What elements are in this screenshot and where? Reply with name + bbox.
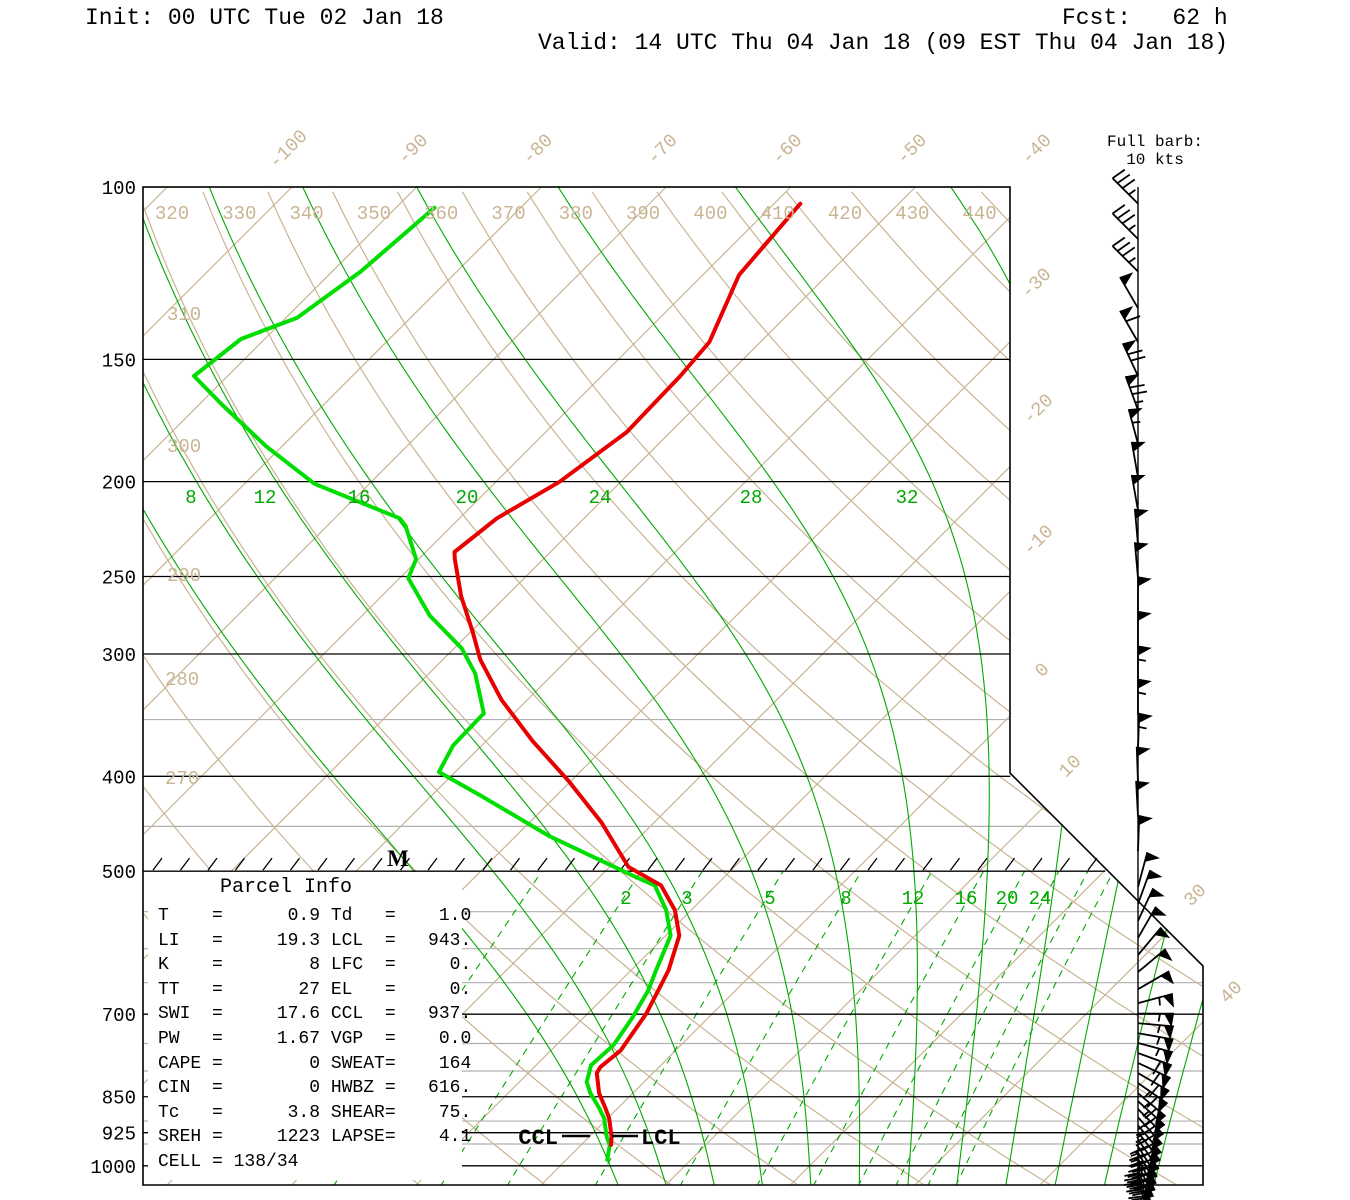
pressure-axis-labels: 100 150 200 250 300 400 500 700 850 925 1000 bbox=[90, 178, 136, 1179]
svg-text:12: 12 bbox=[254, 487, 277, 509]
svg-text:150: 150 bbox=[102, 350, 136, 372]
svg-text:-100: -100 bbox=[265, 126, 313, 174]
svg-text:24: 24 bbox=[1029, 888, 1052, 910]
wind-barb-column bbox=[1111, 168, 1174, 1200]
dewpoint-trace bbox=[192, 205, 673, 1162]
svg-text:-80: -80 bbox=[518, 130, 558, 170]
svg-text:-70: -70 bbox=[643, 130, 683, 170]
svg-text:CCL: CCL bbox=[518, 1126, 558, 1151]
svg-text:380: 380 bbox=[559, 203, 593, 225]
svg-text:1000: 1000 bbox=[90, 1157, 136, 1179]
svg-text:0: 0 bbox=[1031, 659, 1055, 683]
dry-adiabat-labels: 320 330 340 350 360 370 380 390 400 410 420 430 440 3… bbox=[155, 203, 997, 790]
svg-text:8: 8 bbox=[185, 487, 196, 509]
svg-text:3: 3 bbox=[681, 888, 692, 910]
parcel-info-title: Parcel Info bbox=[220, 876, 353, 899]
svg-text:8: 8 bbox=[840, 888, 851, 910]
temperature-trace bbox=[452, 201, 803, 1147]
svg-text:320: 320 bbox=[155, 203, 189, 225]
mixing-ratio-lines bbox=[332, 870, 1114, 1185]
svg-text:20: 20 bbox=[456, 487, 479, 509]
parcel-info-panel: Parcel Info T = 0.9 Td = 1.0 LI = 19.3 L… bbox=[148, 872, 471, 1180]
wind-barb-legend: Full barb: 10 kts bbox=[1106, 133, 1203, 169]
svg-text:M: M bbox=[387, 846, 409, 871]
svg-text:28: 28 bbox=[740, 487, 763, 509]
svg-text:-60: -60 bbox=[767, 130, 807, 170]
svg-text:40: 40 bbox=[1216, 977, 1248, 1009]
svg-text:-10: -10 bbox=[1019, 521, 1059, 561]
svg-text:340: 340 bbox=[289, 203, 323, 225]
svg-text:20: 20 bbox=[996, 888, 1019, 910]
svg-text:350: 350 bbox=[357, 203, 391, 225]
svg-text:700: 700 bbox=[102, 1005, 136, 1027]
svg-text:430: 430 bbox=[895, 203, 929, 225]
freezing-hatch-marks bbox=[152, 857, 1098, 871]
svg-text:310: 310 bbox=[167, 304, 201, 326]
svg-text:100: 100 bbox=[102, 178, 136, 200]
svg-text:5: 5 bbox=[764, 888, 775, 910]
svg-text:-30: -30 bbox=[1017, 264, 1057, 304]
mixing-ratio-labels: 2 3 5 8 12 16 20 24 bbox=[620, 888, 1051, 910]
svg-text:300: 300 bbox=[167, 436, 201, 458]
svg-text:-50: -50 bbox=[892, 130, 932, 170]
svg-text:-20: -20 bbox=[1019, 390, 1059, 430]
svg-text:850: 850 bbox=[102, 1088, 136, 1110]
svg-text:300: 300 bbox=[102, 645, 136, 667]
svg-text:30: 30 bbox=[1180, 880, 1212, 912]
valid-time-label: Valid: 14 UTC Thu 04 Jan 18 (09 EST Thu … bbox=[538, 30, 1229, 56]
svg-text:LCL: LCL bbox=[641, 1126, 681, 1151]
svg-text:360: 360 bbox=[424, 203, 458, 225]
svg-text:400: 400 bbox=[102, 767, 136, 789]
svg-text:-40: -40 bbox=[1017, 130, 1057, 170]
svg-text:32: 32 bbox=[896, 487, 919, 509]
svg-text:370: 370 bbox=[491, 203, 525, 225]
svg-text:290: 290 bbox=[167, 565, 201, 587]
svg-text:24: 24 bbox=[589, 487, 612, 509]
svg-text:2: 2 bbox=[620, 888, 631, 910]
svg-text:925: 925 bbox=[102, 1124, 136, 1146]
plot-border bbox=[142, 186, 1204, 1186]
level-markers: M CCL LCL bbox=[387, 846, 680, 1151]
init-time-label: Init: 00 UTC Tue 02 Jan 18 bbox=[85, 5, 444, 31]
svg-text:410: 410 bbox=[761, 203, 795, 225]
svg-text:16: 16 bbox=[955, 888, 978, 910]
svg-text:330: 330 bbox=[222, 203, 256, 225]
forecast-hour-label: Fcst: 62 h bbox=[1062, 5, 1228, 31]
svg-text:270: 270 bbox=[165, 768, 199, 790]
svg-text:500: 500 bbox=[102, 862, 136, 884]
parcel-info-table: T = 0.9 Td = 1.0 LI = 19.3 LCL = 943. K … bbox=[158, 906, 472, 1172]
svg-text:420: 420 bbox=[828, 203, 862, 225]
svg-text:-90: -90 bbox=[393, 130, 433, 170]
svg-text:250: 250 bbox=[102, 568, 136, 590]
svg-text:390: 390 bbox=[626, 203, 660, 225]
svg-text:400: 400 bbox=[693, 203, 727, 225]
svg-text:16: 16 bbox=[348, 487, 371, 509]
svg-text:12: 12 bbox=[902, 888, 925, 910]
svg-text:440: 440 bbox=[962, 203, 996, 225]
svg-text:10: 10 bbox=[1055, 751, 1087, 783]
moist-adiabat-labels: 8 12 16 20 24 28 32 bbox=[185, 487, 918, 509]
svg-text:200: 200 bbox=[102, 473, 136, 495]
svg-text:280: 280 bbox=[165, 669, 199, 691]
